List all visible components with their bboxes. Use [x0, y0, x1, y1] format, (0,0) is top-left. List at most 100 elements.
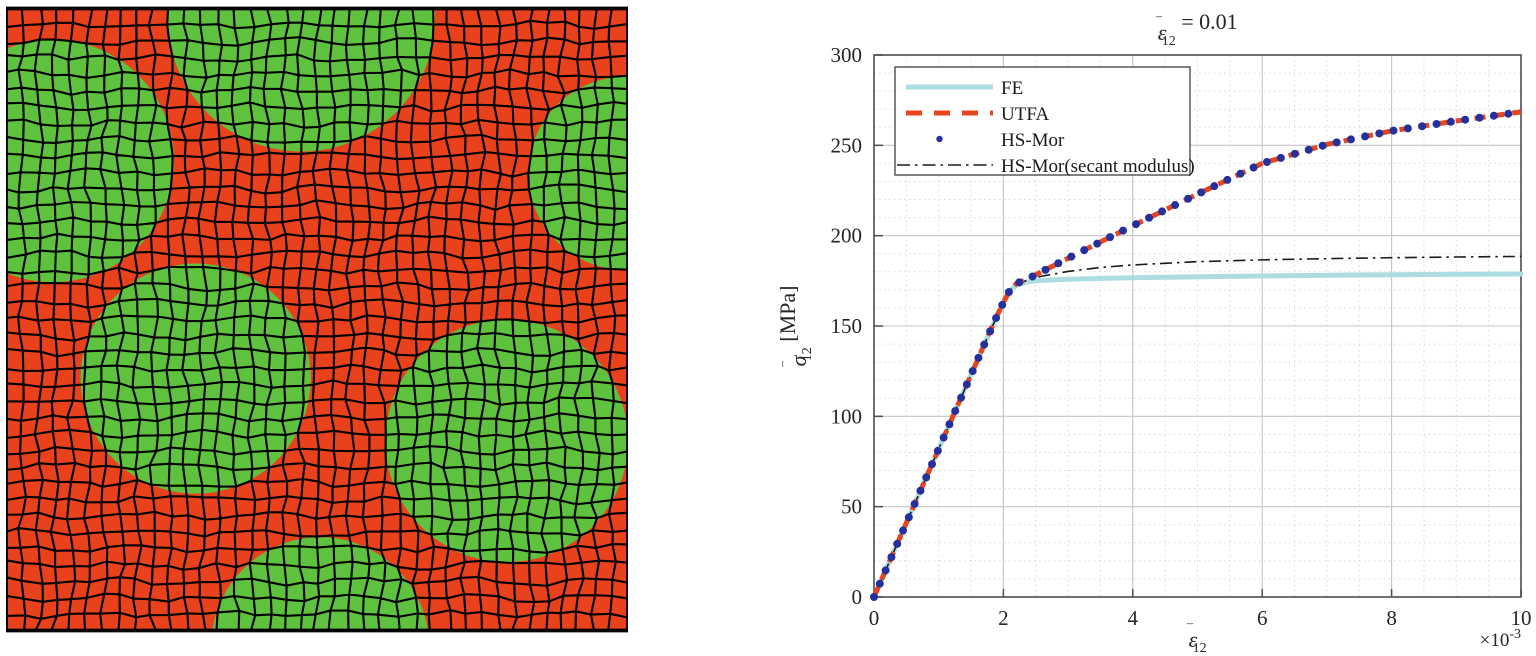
hs-mor-marker [1389, 126, 1398, 135]
hs-mor-marker [933, 446, 942, 455]
hs-mor-marker [1158, 207, 1167, 216]
stress-strain-chart-panel: 0 2 4 6 8 10 0 50 100 150 200 250 300 ε‾12 = 0.01 ε‾… [780, 0, 1536, 656]
hs-mor-marker [986, 327, 995, 336]
mesh-inclusion [385, 319, 628, 563]
hs-mor-marker [899, 526, 908, 535]
hs-mor-marker [1080, 246, 1089, 255]
legend-swatch-hs-mor [936, 135, 943, 143]
legend-item[interactable]: FE [906, 78, 1023, 99]
axis-ticks [873, 54, 1522, 598]
hs-mor-marker [1262, 158, 1271, 167]
hs-mor-marker [893, 539, 902, 548]
legend-item[interactable]: HS-Mor [936, 130, 1065, 151]
legend-label: UTFA [1001, 104, 1049, 125]
hs-mor-marker [1475, 113, 1484, 122]
hs-mor-marker [945, 420, 954, 429]
hs-mor-marker [870, 593, 878, 601]
y-axis-label: σ‾12 [MPa] [780, 285, 815, 367]
hs-mor-marker [1106, 233, 1115, 242]
hs-mor-marker [1041, 265, 1050, 274]
hs-mor-marker [1004, 288, 1013, 297]
legend-item[interactable]: UTFA [906, 104, 1049, 125]
hs-mor-marker [1197, 188, 1206, 197]
y-tick-label: 150 [831, 314, 863, 338]
hs-mor-marker [992, 314, 1001, 323]
hs-mor-marker [1184, 194, 1193, 203]
y-tick-label: 250 [831, 133, 863, 157]
hs-mor-marker [998, 300, 1007, 309]
hs-mor-marker [1418, 122, 1427, 131]
x-tick-label: 6 [1257, 606, 1268, 630]
hs-mor-marker [1223, 175, 1232, 184]
hs-mor-marker [962, 380, 971, 389]
hs-mor-marker [951, 406, 960, 415]
hs-mor-marker [875, 579, 884, 588]
hs-mor-marker [916, 486, 925, 495]
x-tick-label: 4 [1128, 606, 1139, 630]
hs-mor-marker [881, 566, 890, 575]
hs-mor-marker [928, 460, 937, 469]
hs-mor-marker [1028, 272, 1037, 281]
hs-mor-marker [1015, 278, 1024, 287]
series-hs-mor [870, 109, 1513, 601]
hs-mor-marker [1504, 109, 1513, 118]
hs-mor-marker [1361, 132, 1370, 141]
hs-mor-marker [1403, 124, 1412, 133]
x-tick-label: 2 [998, 606, 1009, 630]
mesh-inclusion [80, 263, 311, 494]
hs-mor-marker [1067, 252, 1076, 261]
x-tick-label: 8 [1386, 606, 1397, 630]
hs-mor-marker [1119, 226, 1128, 235]
hs-mor-marker [922, 473, 931, 482]
hs-mor-marker [1276, 153, 1285, 162]
y-tick-label: 50 [841, 495, 862, 519]
hs-mor-marker [1249, 163, 1258, 172]
hs-mor-marker [1290, 149, 1299, 158]
y-tick-label: 200 [831, 224, 863, 248]
fe-mesh-image [6, 6, 628, 633]
legend-label: FE [1001, 78, 1023, 99]
x-axis-multiplier: ×10-3 [1480, 627, 1521, 651]
hs-mor-marker [1132, 220, 1141, 229]
y-tick-label: 100 [831, 404, 863, 428]
data-series-group [870, 109, 1524, 601]
hs-mor-marker [1236, 169, 1245, 178]
series-utfa [871, 109, 1522, 599]
hs-mor-marker [1489, 111, 1498, 120]
mesh-border [6, 6, 628, 633]
legend-label: HS-Mor [1001, 130, 1065, 151]
legend-label: HS-Mor(secant modulus) [1001, 156, 1195, 177]
fe-mesh-panel [6, 6, 628, 633]
hs-mor-marker [904, 513, 913, 522]
hs-mor-marker [974, 353, 983, 362]
hs-mor-marker [980, 340, 989, 349]
y-tick-label: 0 [852, 585, 863, 609]
chart-title: ε‾12 = 0.01 [1155, 9, 1237, 49]
hs-mor-marker [1432, 119, 1441, 128]
hs-mor-marker [1446, 117, 1455, 126]
hs-mor-marker [887, 553, 896, 562]
hs-mor-marker [1375, 129, 1384, 138]
hs-mor-marker [1145, 213, 1154, 222]
hs-mor-marker [1332, 138, 1341, 147]
y-tick-label: 300 [831, 43, 863, 67]
hs-mor-marker [910, 499, 919, 508]
hs-mor-marker [1093, 239, 1102, 248]
x-tick-label: 10 [1511, 606, 1532, 630]
mesh-grid-lines [6, 8, 628, 631]
hs-mor-marker [1210, 182, 1219, 191]
hs-mor-marker [1054, 259, 1063, 268]
legend-items: FE UTFA HS-Mor HS-Mor(secant modulus) [897, 78, 1195, 177]
chart-legend[interactable]: FE UTFA HS-Mor HS-Mor(secant modulus) [894, 66, 1195, 177]
x-axis-label: ε‾12 [1186, 622, 1206, 656]
hs-mor-marker [1461, 115, 1470, 124]
hs-mor-marker [1318, 141, 1327, 150]
x-tick-label: 0 [869, 606, 880, 630]
hs-mor-marker [1304, 145, 1313, 154]
hs-mor-marker [1346, 135, 1355, 144]
legend-item[interactable]: HS-Mor(secant modulus) [897, 156, 1195, 177]
mesh-edges [6, 8, 628, 631]
